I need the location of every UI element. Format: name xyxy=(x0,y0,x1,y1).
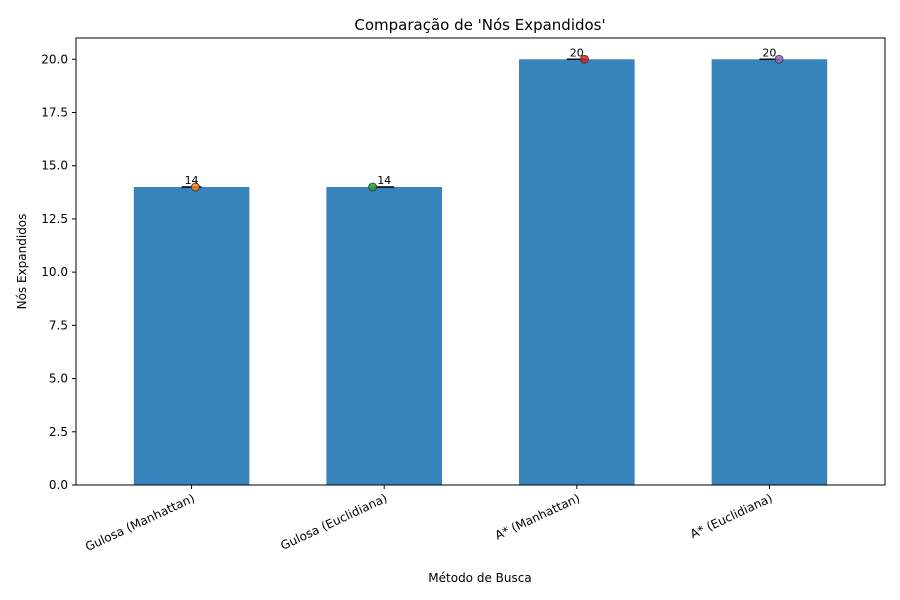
bar-value-label-2: 14 xyxy=(377,174,391,187)
y-tick-label: 2.5 xyxy=(49,425,68,439)
chart-title: Comparação de 'Nós Expandidos' xyxy=(354,16,605,34)
bars-group xyxy=(133,59,828,486)
x-tick-label: A* (Manhattan) xyxy=(493,491,582,543)
data-point-1 xyxy=(191,182,200,192)
bar-value-label-3: 20 xyxy=(570,46,584,59)
y-tick-label: 5.0 xyxy=(49,372,68,386)
y-tick-label: 10.0 xyxy=(41,265,68,279)
data-labels-group: 14 14 20 20 xyxy=(185,46,777,187)
bar-3 xyxy=(519,59,635,486)
bar-value-label-1: 14 xyxy=(185,174,199,187)
y-tick-label: 15.0 xyxy=(41,159,68,173)
plot-frame xyxy=(75,37,886,486)
x-tick-label: Gulosa (Euclidiana) xyxy=(278,491,389,553)
y-axis-label: Nós Expandidos xyxy=(15,214,29,310)
data-point-4 xyxy=(774,54,784,64)
y-tick-label: 17.5 xyxy=(41,106,68,120)
x-tick-label: A* (Euclidiana) xyxy=(688,491,775,541)
bar-4 xyxy=(711,59,828,486)
data-point-3 xyxy=(580,54,589,64)
y-tick-label: 20.0 xyxy=(41,52,68,66)
y-tick-label: 12.5 xyxy=(41,212,68,226)
bar-value-label-4: 20 xyxy=(762,46,776,59)
bar-1 xyxy=(133,187,250,485)
points-group xyxy=(181,54,784,192)
x-axis-label: Método de Busca xyxy=(428,571,531,585)
bar-2 xyxy=(326,187,442,485)
y-tick-label: 7.5 xyxy=(49,318,68,332)
data-point-2 xyxy=(368,182,378,192)
y-tick-label: 0.0 xyxy=(49,478,68,492)
x-tick-label: Gulosa (Manhattan) xyxy=(83,491,197,554)
x-axis: Gulosa (Manhattan) Gulosa (Euclidiana) A* … xyxy=(83,485,775,554)
y-axis: 0.0 2.5 5.0 7.5 10.0 12.5 15.0 17.5 20.0 xyxy=(41,52,76,492)
